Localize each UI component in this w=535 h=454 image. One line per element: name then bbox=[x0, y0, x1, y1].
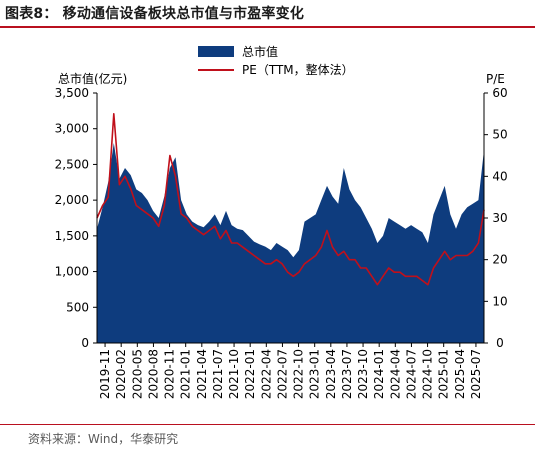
series-area-market-cap bbox=[97, 143, 484, 343]
legend-label-pe: PE（TTM，整体法） bbox=[242, 62, 354, 77]
y-tick-label: 2,000 bbox=[55, 193, 89, 207]
x-tick-label: 2025-07 bbox=[469, 349, 483, 399]
x-tick-label: 2022-04 bbox=[259, 349, 273, 399]
x-tick-label: 2022-01 bbox=[243, 349, 257, 399]
x-tick-label: 2024-04 bbox=[388, 349, 402, 399]
x-tick-label: 2022-07 bbox=[275, 349, 289, 399]
y2-tick-label: 30 bbox=[492, 211, 507, 225]
y2-tick-label: 60 bbox=[492, 86, 507, 100]
y-tick-label: 500 bbox=[66, 300, 89, 314]
title-rule bbox=[0, 26, 535, 28]
x-tick-label: 2023-07 bbox=[340, 349, 354, 399]
x-tick-label: 2023-10 bbox=[356, 349, 370, 399]
source-note: 资料来源：Wind，华泰研究 bbox=[28, 432, 179, 446]
legend-label-market-cap: 总市值 bbox=[242, 44, 278, 59]
y2-axis-ticks: 0 10 20 30 40 50 60 bbox=[484, 86, 508, 350]
x-tick-label: 2025-04 bbox=[453, 349, 467, 399]
legend-swatch-market-cap bbox=[198, 46, 234, 57]
plot-area bbox=[96, 93, 485, 344]
y-tick-label: 2,500 bbox=[55, 157, 89, 171]
x-tick-label: 2020-05 bbox=[130, 349, 144, 399]
x-tick-label: 2024-01 bbox=[372, 349, 386, 399]
y2-axis-label: P/E bbox=[486, 72, 505, 86]
figure-title: 图表8： 移动通信设备板块总市值与市盈率变化 bbox=[5, 6, 305, 22]
y2-tick-label: 10 bbox=[492, 294, 507, 308]
chart: 总市值 PE（TTM，整体法） 总市值(亿元) P/E 05001,0001,5… bbox=[55, 44, 508, 399]
x-axis-ticks: 2019-11 2020-02 2020-05 2020-08 2020-11 2021-… bbox=[98, 343, 483, 399]
y-tick-label: 0 bbox=[81, 336, 89, 350]
y2-tick-label: 50 bbox=[492, 128, 507, 142]
series-line-pe bbox=[96, 113, 485, 286]
y2-tick-label: 40 bbox=[492, 169, 507, 183]
y2-tick-label: 20 bbox=[492, 253, 507, 267]
y-tick-label: 1,000 bbox=[55, 265, 89, 279]
y-axis-label: 总市值(亿元) bbox=[58, 71, 127, 86]
x-tick-label: 2021-04 bbox=[195, 349, 209, 399]
x-tick-label: 2025-01 bbox=[437, 349, 451, 399]
y2-tick-label: 0 bbox=[496, 336, 504, 350]
x-tick-label: 2023-04 bbox=[324, 349, 338, 399]
x-tick-label: 2024-07 bbox=[404, 349, 418, 399]
x-tick-label: 2021-07 bbox=[211, 349, 225, 399]
x-tick-label: 2019-11 bbox=[98, 349, 112, 399]
y-tick-label: 3,000 bbox=[55, 122, 89, 136]
x-tick-label: 2021-01 bbox=[179, 349, 193, 399]
x-tick-label: 2020-02 bbox=[114, 349, 128, 399]
legend: 总市值 PE（TTM，整体法） bbox=[198, 44, 354, 77]
x-tick-label: 2024-10 bbox=[421, 349, 435, 399]
x-tick-label: 2023-01 bbox=[308, 349, 322, 399]
x-tick-label: 2021-10 bbox=[227, 349, 241, 399]
y-axis-ticks: 0 500 1,000 1,500 2,000 2,500 3,000 3,500 bbox=[55, 86, 97, 350]
x-tick-label: 2020-08 bbox=[146, 349, 160, 399]
y-tick-label: 1,500 bbox=[55, 229, 89, 243]
y-tick-label: 3,500 bbox=[55, 86, 89, 100]
bottom-rule bbox=[0, 424, 535, 425]
x-tick-label: 2022-10 bbox=[292, 349, 306, 399]
x-tick-label: 2020-11 bbox=[163, 349, 177, 399]
